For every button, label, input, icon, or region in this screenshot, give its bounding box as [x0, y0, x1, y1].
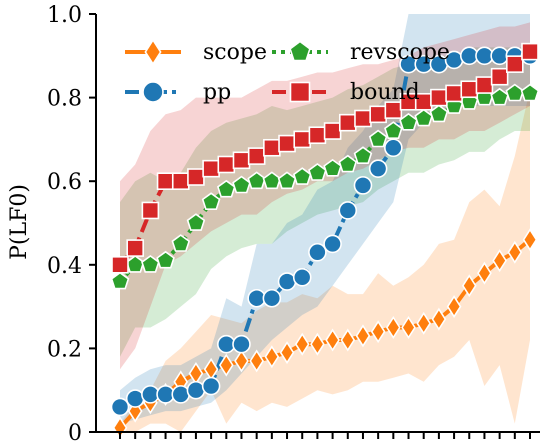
revscope-point	[186, 213, 206, 231]
legend-scope-marker	[144, 38, 162, 66]
pp-point	[201, 376, 221, 396]
confidence-bands	[120, 14, 530, 432]
series-markers	[110, 42, 540, 440]
pp-point	[125, 389, 145, 408]
bound-point	[217, 155, 236, 174]
scope-point	[279, 341, 295, 365]
scope-point	[325, 328, 340, 352]
y-tick-label: 0	[68, 421, 82, 446]
bound-point	[445, 84, 463, 103]
bound-point	[308, 126, 327, 145]
scope-point	[416, 311, 432, 335]
revscope-point	[384, 121, 403, 139]
y-axis-label: P(LF0)	[7, 184, 32, 260]
bound-point	[202, 159, 220, 178]
scope-point	[264, 345, 280, 369]
pp-point	[338, 201, 358, 220]
axes: 0 0.2 0.4 0.6 0.8 1.0	[47, 3, 540, 446]
bound-point	[187, 168, 205, 186]
scope-point	[507, 240, 523, 264]
bound-point	[490, 67, 509, 86]
y-tick-label: 0.4	[47, 254, 82, 279]
scope-point	[461, 274, 477, 298]
pp-point	[262, 288, 282, 308]
pp-point	[323, 234, 342, 254]
scope-point	[385, 316, 401, 339]
pp-point	[186, 380, 206, 400]
bound-point	[369, 105, 387, 124]
bound-point	[338, 113, 357, 132]
bound-point	[278, 134, 296, 153]
pp-point	[308, 242, 327, 262]
scope-point	[234, 349, 249, 373]
legend-pp-label: pp	[203, 80, 231, 105]
scope-point	[401, 316, 416, 339]
y-tick-label: 0.2	[47, 337, 82, 362]
scope-point	[218, 353, 234, 377]
revscope-point	[201, 192, 221, 210]
pp-point	[353, 176, 373, 195]
pp-point	[384, 138, 403, 158]
revscope-point	[520, 83, 540, 102]
scope-point	[355, 324, 371, 348]
revscope-point	[110, 271, 130, 290]
legend-revscope-marker	[289, 40, 311, 62]
legend-bound-marker	[289, 81, 311, 103]
revscope-point	[353, 146, 373, 164]
revscope-point	[277, 171, 297, 190]
bound-point	[171, 172, 190, 190]
pp-point	[110, 397, 130, 417]
bound-point	[247, 147, 266, 165]
bound-point	[430, 88, 448, 107]
scope-line	[118, 238, 532, 430]
legend-scope-label: scope	[203, 40, 267, 65]
pp-point	[292, 268, 312, 287]
bound-point	[263, 138, 281, 157]
revscope-point	[141, 255, 160, 273]
pp-point	[171, 385, 191, 404]
bound-point	[475, 76, 494, 94]
legend-bound-label: bound	[350, 80, 420, 105]
pp-point	[232, 334, 251, 354]
bound-point	[111, 255, 129, 274]
scope-point	[431, 307, 447, 331]
revscope-point	[429, 104, 449, 123]
bound-point	[126, 239, 144, 257]
bound-point	[232, 151, 251, 170]
y-tick-label: 1.0	[47, 3, 82, 28]
scope-point	[249, 349, 265, 373]
bound-point	[323, 122, 342, 140]
bound-point	[156, 172, 175, 190]
scope-point	[340, 328, 356, 352]
revscope-point	[368, 129, 388, 148]
scope-point	[370, 320, 386, 344]
pp-point	[368, 159, 388, 178]
scope-point	[522, 228, 538, 252]
bound-point	[354, 109, 372, 128]
scope-point	[477, 261, 492, 285]
scope-point	[310, 332, 325, 356]
bound-point	[521, 42, 539, 61]
bound-point	[460, 80, 479, 99]
pp-point	[277, 272, 297, 291]
y-tick-label: 0.8	[47, 87, 82, 112]
y-tick-label: 0.6	[47, 170, 82, 195]
bound-point	[141, 201, 160, 220]
legend-revscope-label: revscope	[350, 40, 450, 65]
scope-point	[492, 249, 507, 273]
revscope-point	[156, 250, 175, 269]
legend-pp-marker	[142, 81, 164, 103]
scope-point	[294, 332, 310, 356]
revscope-point	[338, 154, 358, 173]
bound-point	[506, 55, 524, 73]
bound-point	[293, 130, 312, 149]
revscope-point	[171, 234, 191, 252]
legend: scope revscope pp bound	[125, 38, 450, 105]
scope-point	[446, 295, 462, 319]
